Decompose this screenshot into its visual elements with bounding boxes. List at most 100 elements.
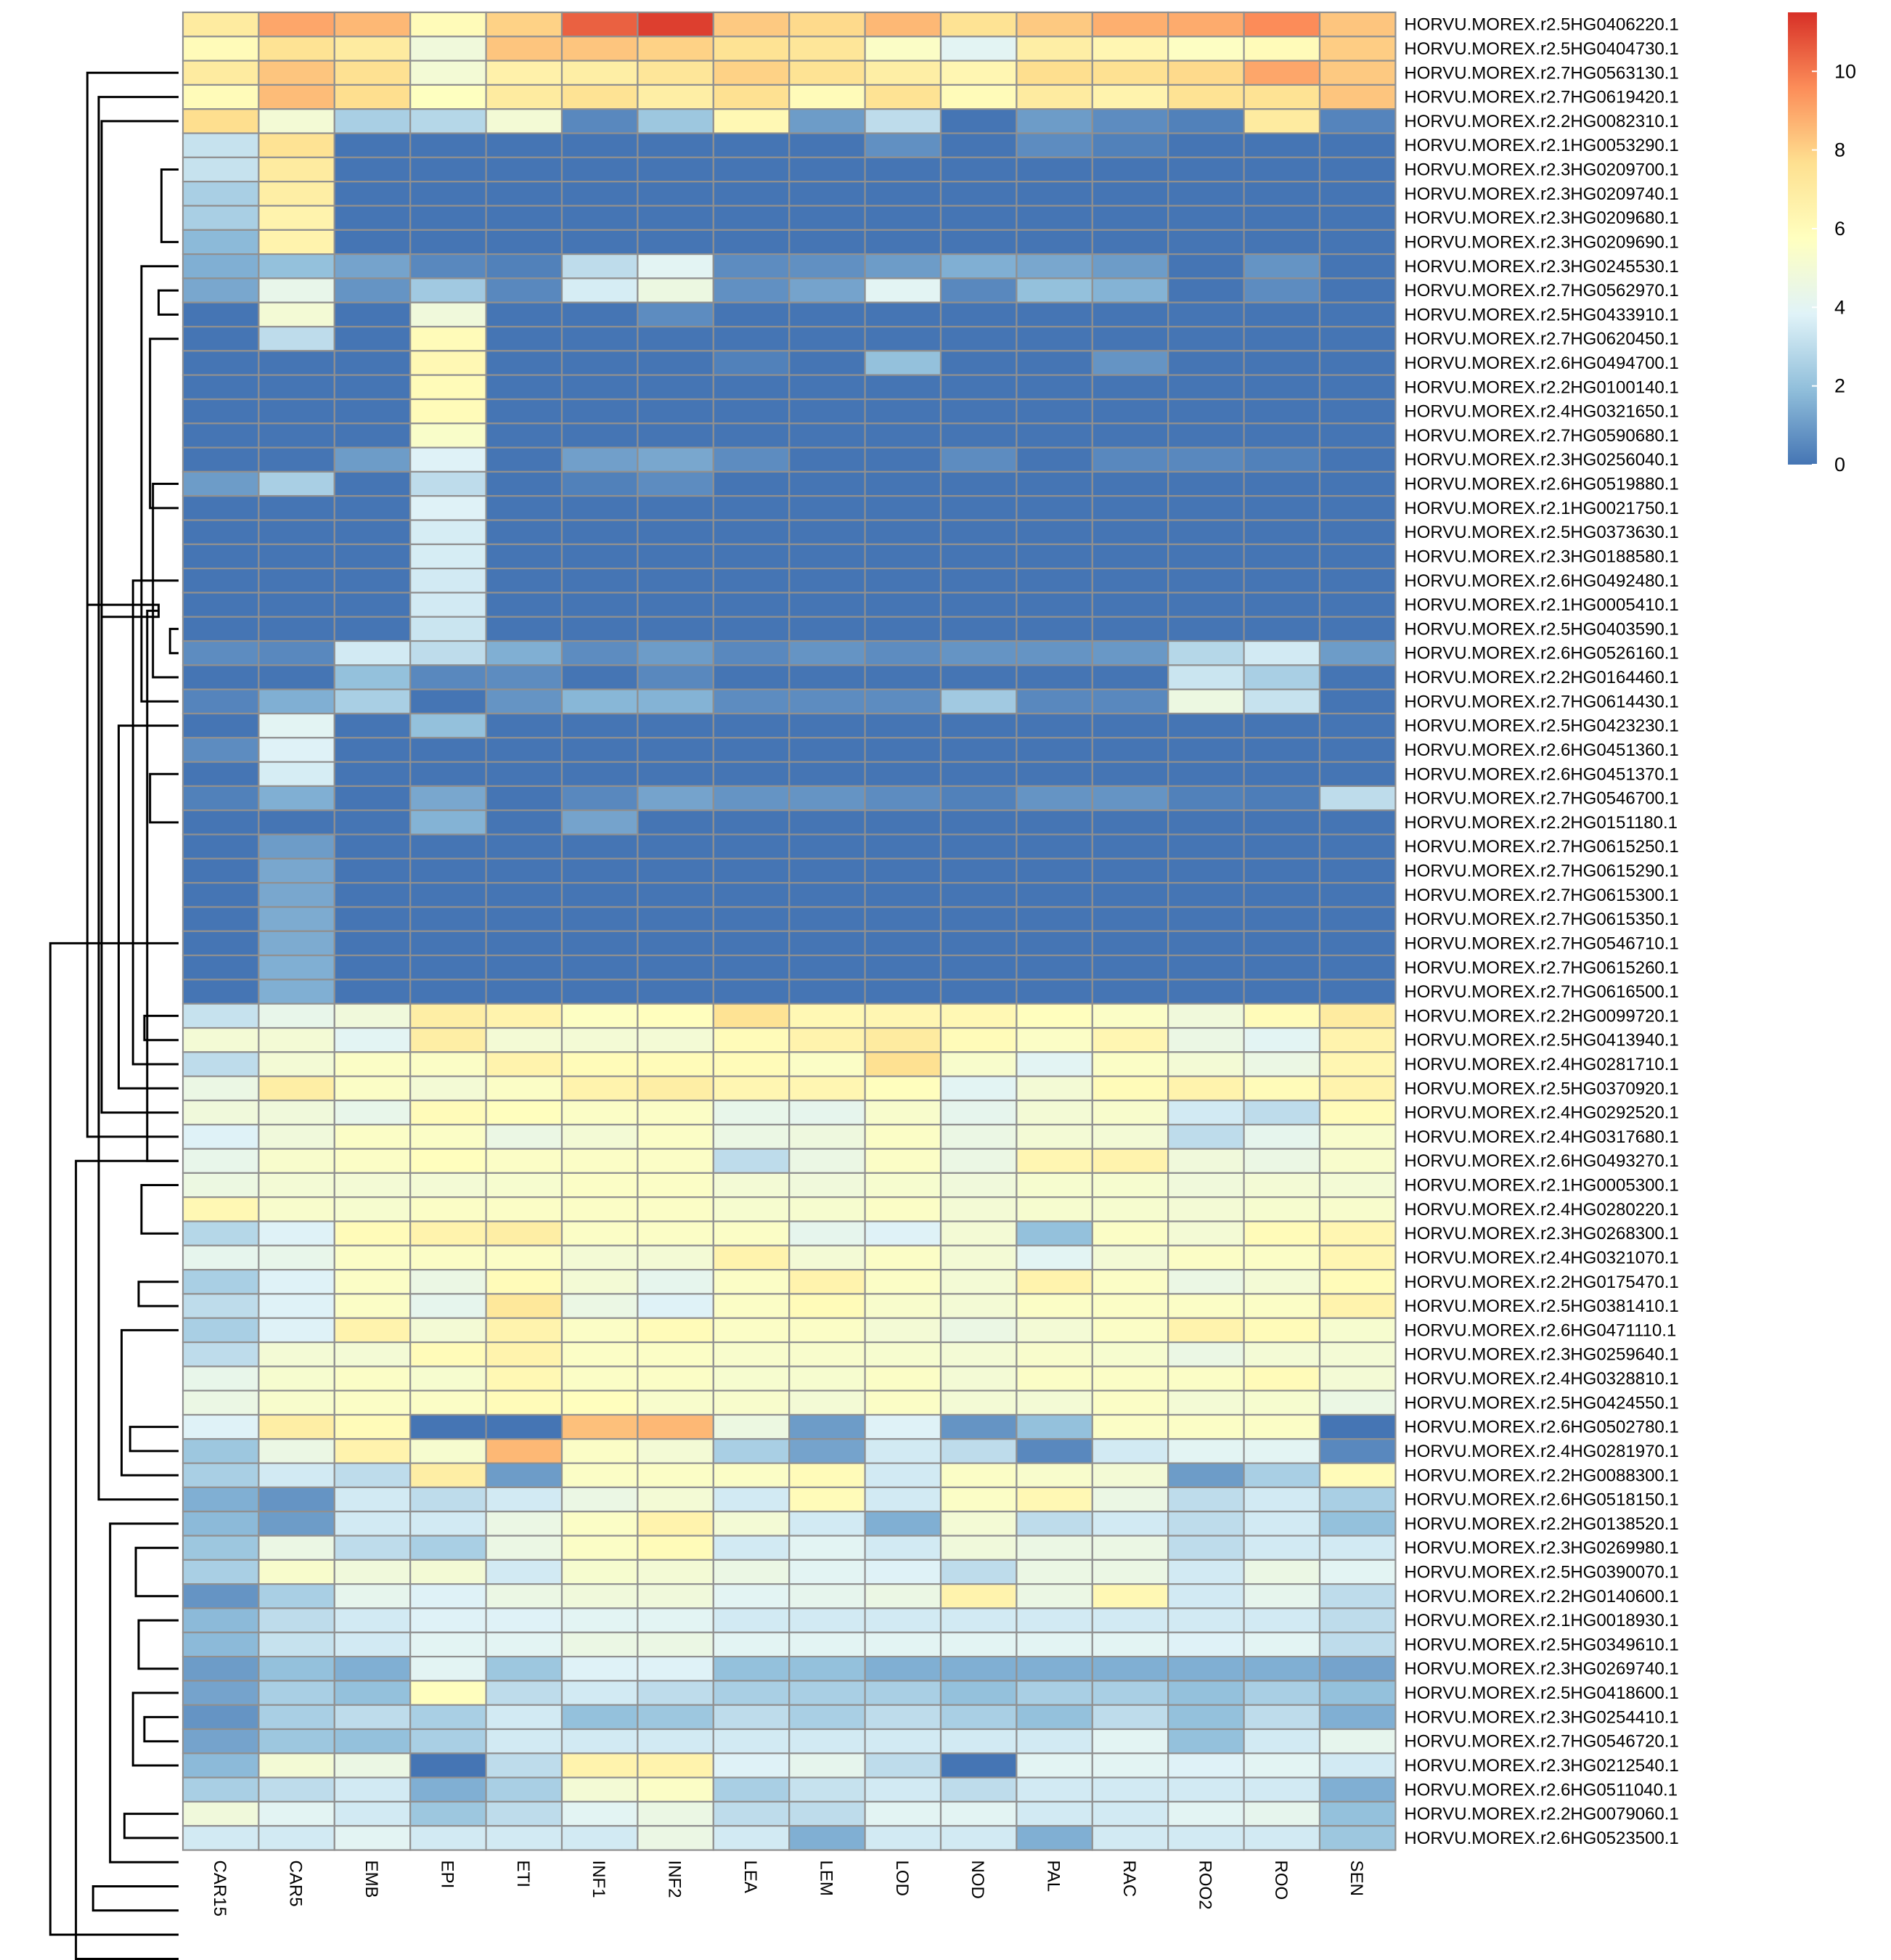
heatmap-cell — [333, 1680, 412, 1706]
dendrogram-branch — [140, 265, 179, 703]
row-label: HORVU.MOREX.r2.2HG0082310.1 — [1404, 112, 1678, 131]
heatmap-cell — [258, 930, 335, 957]
heatmap-cell — [485, 1825, 563, 1851]
heatmap-cell — [712, 857, 791, 884]
heatmap-cell — [560, 205, 639, 231]
heatmap-cell — [1318, 1559, 1397, 1585]
heatmap-cell — [485, 1680, 563, 1706]
heatmap-cell — [485, 857, 563, 884]
heatmap-cell — [258, 277, 335, 303]
heatmap-cell — [1091, 495, 1169, 521]
heatmap-cell — [1016, 1680, 1093, 1706]
heatmap-cell — [1091, 156, 1169, 183]
heatmap-cell — [409, 1341, 487, 1368]
heatmap-cell — [864, 108, 942, 134]
heatmap-cell — [1318, 277, 1397, 303]
heatmap-cell — [637, 785, 714, 812]
heatmap-cell — [1016, 1389, 1093, 1416]
heatmap-cell — [788, 737, 866, 763]
heatmap-cell — [409, 809, 487, 836]
heatmap-cell — [864, 325, 942, 352]
heatmap-cell — [788, 1680, 866, 1706]
row-label: HORVU.MOREX.r2.3HG0209680.1 — [1404, 208, 1678, 228]
heatmap-cell — [258, 1583, 335, 1609]
heatmap-cell — [637, 446, 714, 473]
heatmap-cell — [333, 253, 412, 279]
heatmap-cell — [939, 882, 1018, 908]
heatmap-cell — [1091, 1172, 1169, 1199]
column-label: LEM — [816, 1861, 836, 1896]
heatmap-cell — [1016, 11, 1093, 38]
row-label: HORVU.MOREX.r2.3HG0209740.1 — [1404, 184, 1678, 204]
heatmap-cell — [864, 83, 942, 110]
heatmap-cell — [939, 1825, 1018, 1851]
heatmap-cell — [939, 616, 1018, 642]
heatmap-cell — [637, 543, 714, 570]
heatmap-cell — [712, 930, 791, 957]
dendrogram-branch — [137, 1281, 179, 1307]
heatmap-cell — [333, 181, 412, 207]
colorbar-tick-label: 8 — [1834, 139, 1845, 161]
heatmap-cell — [1091, 277, 1169, 303]
heatmap-cell — [1167, 1269, 1245, 1295]
row-label: HORVU.MOREX.r2.3HG0188580.1 — [1404, 547, 1678, 566]
row-label: HORVU.MOREX.r2.3HG0209700.1 — [1404, 160, 1678, 180]
heatmap-cell — [333, 60, 412, 86]
heatmap-cell — [485, 1607, 563, 1633]
heatmap-cell — [637, 277, 714, 303]
heatmap-cell — [560, 761, 639, 788]
heatmap-cell — [1243, 1172, 1321, 1199]
heatmap-cell — [1091, 1220, 1169, 1246]
heatmap-cell — [1318, 1438, 1397, 1464]
row-label: HORVU.MOREX.r2.6HG0492480.1 — [1404, 571, 1678, 591]
heatmap-cell — [333, 1655, 412, 1682]
heatmap-cell — [409, 592, 487, 618]
heatmap-cell — [333, 568, 412, 594]
heatmap-cell — [1318, 301, 1397, 328]
heatmap-cell — [409, 108, 487, 134]
column-label: RAC — [1119, 1861, 1139, 1898]
heatmap-cell — [1016, 1752, 1093, 1779]
heatmap-cell — [258, 1003, 335, 1029]
heatmap-cell — [485, 1462, 563, 1489]
heatmap-cell — [864, 205, 942, 231]
heatmap-cell — [864, 1293, 942, 1319]
row-label: HORVU.MOREX.r2.2HG0164460.1 — [1404, 668, 1678, 687]
heatmap-cell — [333, 1800, 412, 1827]
heatmap-cell — [1167, 1172, 1245, 1199]
heatmap-cell — [409, 1728, 487, 1755]
heatmap-cell — [181, 1704, 260, 1731]
row-label: HORVU.MOREX.r2.6HG0523500.1 — [1404, 1829, 1678, 1848]
heatmap-cell — [181, 1051, 260, 1077]
heatmap-cell — [333, 1511, 412, 1537]
heatmap-cell — [560, 882, 639, 908]
heatmap-cell — [637, 83, 714, 110]
heatmap-cell — [258, 374, 335, 401]
heatmap-cell — [1091, 83, 1169, 110]
heatmap-cell — [1243, 422, 1321, 449]
heatmap-cell — [1167, 60, 1245, 86]
heatmap-cell — [788, 1244, 866, 1271]
heatmap-cell — [258, 1486, 335, 1513]
heatmap-cell — [788, 1026, 866, 1053]
heatmap-cell — [637, 979, 714, 1005]
heatmap-cell — [485, 592, 563, 618]
heatmap-cell — [1091, 519, 1169, 545]
heatmap-cell — [1016, 1365, 1093, 1392]
heatmap-cell — [712, 833, 791, 859]
heatmap-cell — [712, 640, 791, 666]
heatmap-cell — [1318, 1026, 1397, 1053]
heatmap-cell — [485, 1026, 563, 1053]
heatmap-cell — [1091, 11, 1169, 38]
heatmap-cell — [637, 592, 714, 618]
heatmap-cell — [1243, 1099, 1321, 1126]
row-label: HORVU.MOREX.r2.7HG0616500.1 — [1404, 982, 1678, 1002]
heatmap-cell — [712, 519, 791, 545]
heatmap-cell — [333, 1583, 412, 1609]
dendrogram-branch — [131, 579, 179, 1066]
heatmap-cell — [1167, 325, 1245, 352]
heatmap-cell — [560, 156, 639, 183]
heatmap-cell — [560, 1196, 639, 1222]
heatmap-cell — [409, 60, 487, 86]
heatmap-cell — [637, 1559, 714, 1585]
